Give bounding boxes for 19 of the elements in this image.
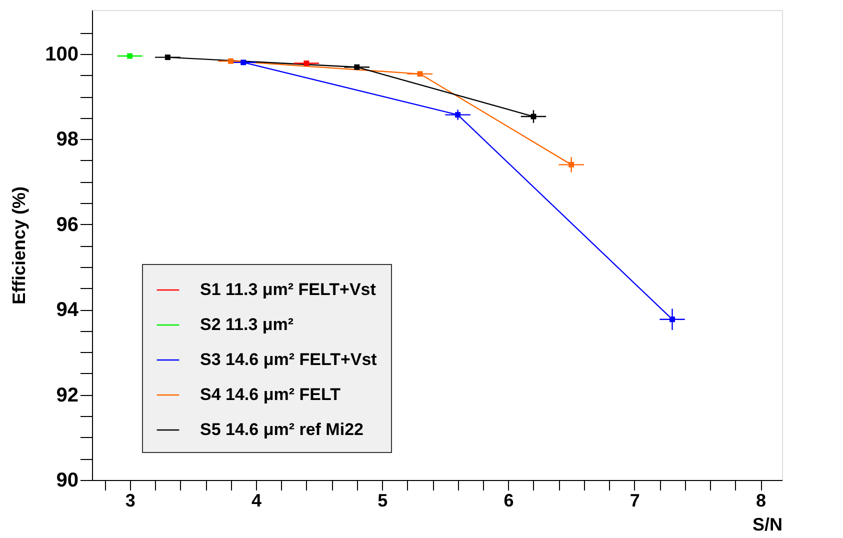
y-tick-label: 94 xyxy=(56,299,80,322)
legend-label: S3 14.6 μm² FELT+Vst xyxy=(200,350,378,369)
x-tick-label: 6 xyxy=(504,490,514,510)
legend-label: S4 14.6 μm² FELT xyxy=(200,385,342,404)
x-tick-label: 3 xyxy=(125,490,136,510)
y-tick-label: 90 xyxy=(56,470,78,492)
x-tick-label: 8 xyxy=(756,490,766,510)
y-tick-label: 92 xyxy=(56,384,78,406)
x-tick-label: 7 xyxy=(630,490,640,510)
y-tick-label: 96 xyxy=(56,214,78,236)
y-tick-label: 98 xyxy=(56,128,78,151)
legend-label: S1 11.3 μm² FELT+Vst xyxy=(200,280,376,299)
x-tick-label: 4 xyxy=(251,490,262,510)
y-tick-label: 100 xyxy=(45,43,78,66)
x-axis-title: S/N xyxy=(752,514,782,534)
legend-label: S2 11.3 μm² xyxy=(200,315,294,334)
legend-label: S5 14.6 μm² ref Mi22 xyxy=(200,420,364,439)
x-tick-label: 5 xyxy=(378,490,388,510)
y-axis-title: Efficiency (%) xyxy=(9,186,30,305)
